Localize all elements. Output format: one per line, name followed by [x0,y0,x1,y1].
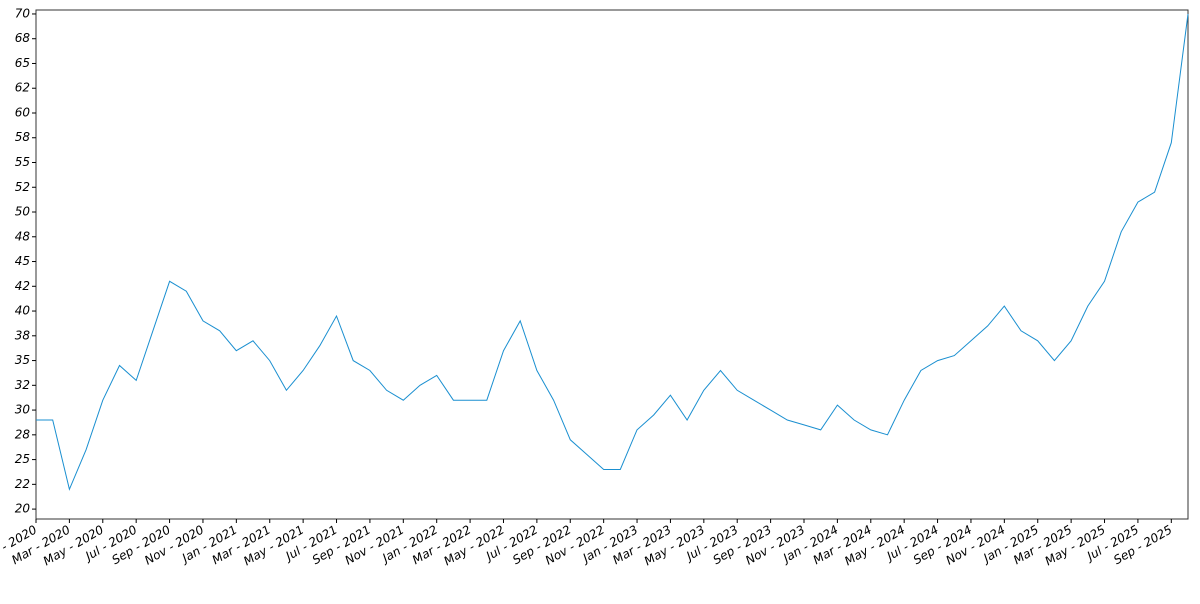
y-tick-label: 40 [15,304,31,318]
plot-frame [35,9,1189,520]
y-tick-label: 70 [15,6,31,20]
y-tick-label: 62 [15,81,30,95]
y-tick-label: 48 [15,229,31,243]
y-tick-label: 50 [15,205,31,219]
y-tick-label: 32 [15,378,30,392]
line-series [36,13,1189,491]
y-tick-label: 58 [15,130,31,144]
y-tick-label: 28 [15,427,31,441]
y-tick-label: 30 [15,403,31,417]
y-tick-label: 52 [15,180,30,194]
y-tick-label: 20 [15,502,31,516]
y-tick-label: 22 [15,477,30,491]
y-tick-label: 60 [15,105,31,119]
y-tick-label: 55 [15,155,30,169]
y-tick-label: 45 [15,254,30,268]
y-tick-label: 38 [15,328,31,342]
y-tick-label: 65 [15,56,30,70]
y-tick-label: 42 [15,279,30,293]
y-tick-label: 25 [15,452,30,466]
y-tick-label: 68 [15,31,31,45]
y-tick-label: 35 [15,353,30,367]
